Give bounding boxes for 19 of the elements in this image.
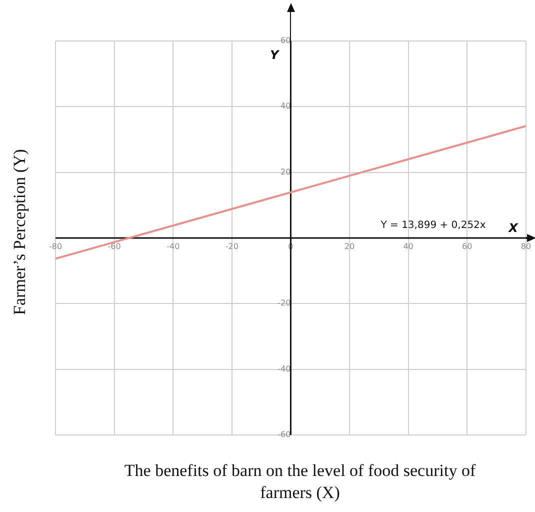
x-tick-label: 40 (403, 242, 414, 251)
y-tick-label: -20 (278, 298, 291, 308)
x-tick-label: 80 (520, 242, 532, 251)
y-axis-title: Farmer’s Perception (Y) (10, 148, 30, 317)
x-tick-label: -80 (48, 242, 62, 251)
annotation: Y = 13,899 + 0,252x (380, 220, 486, 231)
y-tick-label: 60 (280, 36, 291, 46)
x-tick-label: 60 (462, 242, 472, 251)
y-tick-label: 40 (280, 102, 291, 111)
x-tick-label: -60 (108, 242, 121, 251)
x-tick-label: 20 (344, 242, 355, 251)
y-tick-label: -40 (278, 364, 291, 374)
annotation: X (508, 221, 519, 235)
x-tick-label: -20 (225, 242, 238, 251)
x-axis-title: The benefits of barn on the level of food security of farmers (X) (123, 460, 477, 504)
y-tick-label: -60 (278, 430, 291, 440)
y-tick-label: 20 (280, 167, 291, 176)
annotation: Y (270, 48, 280, 62)
x-tick-label: -40 (166, 242, 180, 251)
